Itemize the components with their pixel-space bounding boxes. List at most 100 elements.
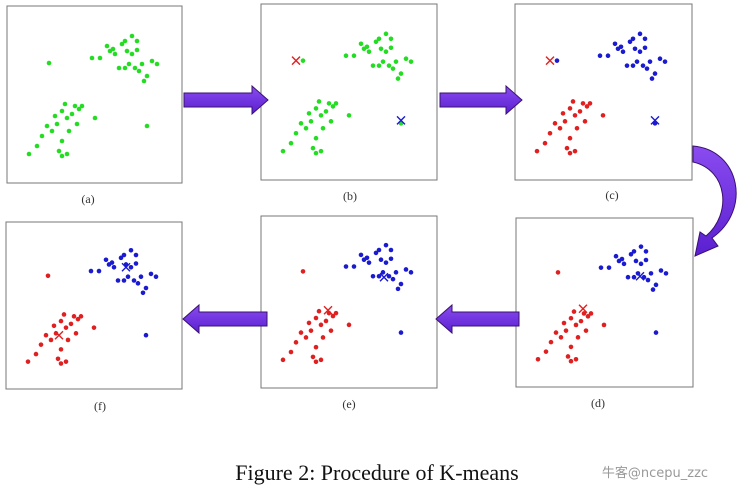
- point: [376, 273, 382, 279]
- point: [111, 264, 117, 270]
- point: [133, 261, 139, 266]
- point: [154, 61, 160, 67]
- point: [118, 255, 124, 261]
- point: [149, 58, 155, 64]
- point: [575, 335, 581, 340]
- point: [25, 359, 31, 364]
- point: [638, 261, 644, 267]
- point: [548, 339, 554, 345]
- point: [63, 325, 69, 330]
- point: [298, 121, 304, 126]
- point: [619, 256, 625, 262]
- point: [351, 53, 357, 59]
- point: [148, 271, 154, 277]
- point: [75, 316, 81, 322]
- point: [323, 318, 329, 324]
- point: [303, 335, 309, 340]
- point: [33, 351, 39, 357]
- point: [637, 49, 643, 55]
- point: [376, 63, 382, 68]
- point: [572, 148, 578, 154]
- point: [64, 115, 70, 121]
- point: [308, 328, 314, 333]
- arrow-curved: [692, 145, 737, 257]
- point: [570, 99, 576, 104]
- point: [600, 113, 606, 118]
- point: [395, 286, 401, 292]
- point: [562, 119, 568, 124]
- point: [390, 276, 396, 282]
- point: [143, 332, 149, 338]
- point: [293, 340, 299, 345]
- point: [380, 270, 386, 275]
- point: [38, 342, 44, 347]
- arrow-right: [183, 84, 269, 116]
- point: [649, 76, 655, 81]
- point: [58, 318, 64, 324]
- point: [653, 282, 659, 288]
- point: [643, 257, 649, 263]
- point: [64, 151, 70, 157]
- point: [330, 313, 336, 319]
- point: [390, 66, 396, 71]
- point: [54, 121, 60, 127]
- point: [567, 106, 573, 111]
- point: [632, 46, 638, 52]
- point: [560, 111, 566, 116]
- point: [126, 61, 132, 67]
- panel-label: (d): [591, 396, 605, 410]
- point: [313, 106, 319, 111]
- point: [564, 145, 570, 151]
- point: [657, 56, 663, 61]
- point: [663, 271, 669, 276]
- point: [567, 135, 573, 141]
- point: [633, 258, 639, 264]
- panel-frame: [514, 3, 693, 181]
- point: [581, 311, 587, 316]
- point: [650, 287, 656, 292]
- point: [631, 249, 637, 254]
- point: [386, 63, 392, 68]
- point: [318, 113, 324, 118]
- point: [59, 153, 65, 159]
- point: [71, 314, 77, 319]
- centroid: [323, 305, 333, 315]
- point: [598, 265, 604, 270]
- panel-frame: [515, 217, 694, 388]
- watermark: 牛客@ncepu_zzc: [602, 465, 708, 481]
- point: [383, 242, 389, 248]
- point: [634, 59, 640, 64]
- point: [638, 244, 644, 249]
- point: [388, 247, 394, 253]
- point: [398, 330, 404, 335]
- point: [606, 265, 612, 270]
- point: [565, 354, 571, 359]
- point: [125, 274, 131, 280]
- point: [555, 270, 561, 275]
- point: [310, 145, 316, 151]
- point: [135, 281, 141, 286]
- point: [121, 278, 127, 283]
- point: [563, 328, 569, 333]
- point: [627, 39, 633, 45]
- point: [373, 250, 379, 256]
- point: [288, 349, 294, 355]
- point: [52, 113, 58, 119]
- point: [116, 65, 122, 71]
- point: [573, 322, 579, 328]
- point: [310, 354, 316, 360]
- point: [574, 125, 580, 131]
- point: [124, 48, 130, 54]
- point: [373, 39, 379, 45]
- point: [110, 46, 116, 52]
- point: [358, 41, 364, 47]
- point: [403, 56, 409, 61]
- point: [637, 31, 643, 37]
- point: [534, 148, 540, 154]
- point: [91, 325, 97, 330]
- point: [620, 49, 626, 55]
- point: [318, 357, 324, 363]
- point: [580, 101, 586, 106]
- point: [583, 328, 589, 333]
- point: [621, 261, 627, 267]
